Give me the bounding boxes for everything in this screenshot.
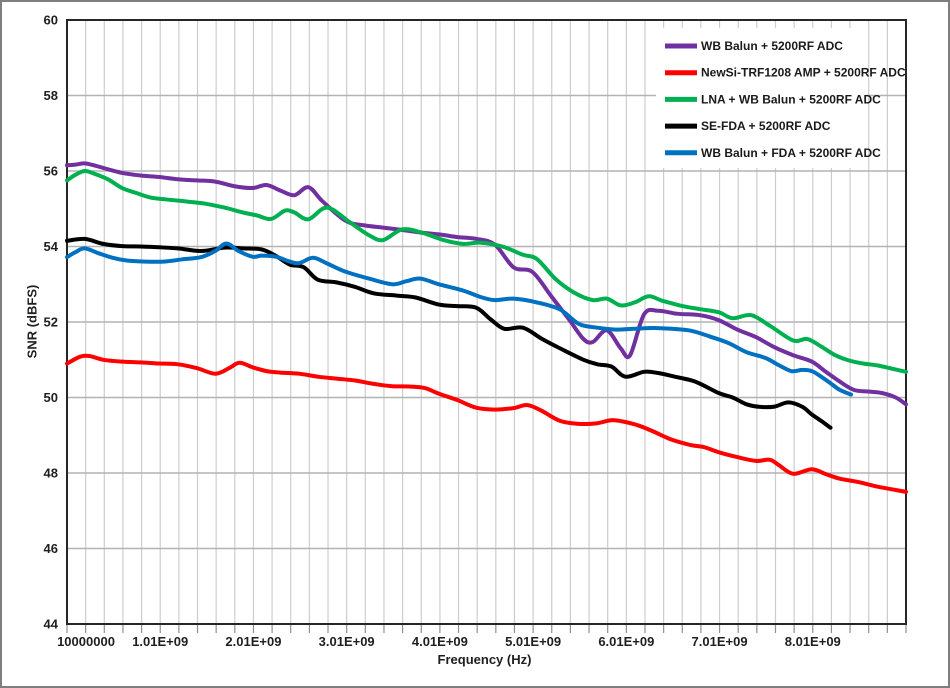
series-line-newsi-trf1208-amp-5200rf-adc [65,353,908,494]
y-tick-label: 48 [44,466,58,481]
series-line-wb-balun-fda-5200rf-adc [65,241,853,397]
y-tick-label: 54 [44,239,59,254]
y-axis-title: SNR (dBFS) [24,284,40,359]
x-tick-label: 1.01E+09 [132,634,188,649]
x-tick-label: 2.01E+09 [225,634,281,649]
plot-border [66,19,907,625]
x-tick-label: 8.01E+09 [785,634,841,649]
x-tick-label: 3.01E+09 [319,634,375,649]
y-tick-label: 46 [44,541,58,556]
legend-item: NewSi-TRF1208 AMP + 5200RF ADC [665,66,906,80]
x-axis-tick-marks [66,624,907,633]
x-tick-label: 7.01E+09 [692,634,748,649]
series-line-lna-wb-balun-5200rf-adc [65,168,908,374]
y-tick-label: 56 [44,164,58,179]
legend-item: WB Balun + FDA + 5200RF ADC [665,146,881,160]
y-axis-labels: 60 58 56 54 52 50 48 46 44 [44,13,59,632]
series-lines [65,161,908,494]
legend-label: SE-FDA + 5200RF ADC [701,119,831,133]
legend-label: WB Balun + FDA + 5200RF ADC [701,146,881,160]
legend-label: LNA + WB Balun + 5200RF ADC [701,92,881,106]
x-tick-label: 6.01E+09 [598,634,654,649]
x-axis-title: Frequency (Hz) [437,652,532,667]
x-tick-label: 10000000 [57,634,115,649]
legend-label: WB Balun + 5200RF ADC [701,39,843,53]
x-axis-labels: 10000000 1.01E+09 2.01E+09 3.01E+09 4.01E+09… [57,634,841,649]
legend-item: LNA + WB Balun + 5200RF ADC [665,92,881,106]
legend-item: SE-FDA + 5200RF ADC [665,119,831,133]
x-tick-label: 5.01E+09 [505,634,561,649]
y-tick-label: 52 [44,315,58,330]
legend: WB Balun + 5200RF ADC NewSi-TRF1208 AMP +… [665,39,906,160]
y-tick-label: 44 [44,617,59,632]
series-line-se-fda-5200rf-adc [65,236,833,430]
y-tick-label: 58 [44,88,58,103]
y-tick-label: 50 [44,390,58,405]
legend-item: WB Balun + 5200RF ADC [665,39,843,53]
x-tick-label: 4.01E+09 [412,634,468,649]
legend-label: NewSi-TRF1208 AMP + 5200RF ADC [701,66,906,80]
y-tick-label: 60 [44,13,58,28]
